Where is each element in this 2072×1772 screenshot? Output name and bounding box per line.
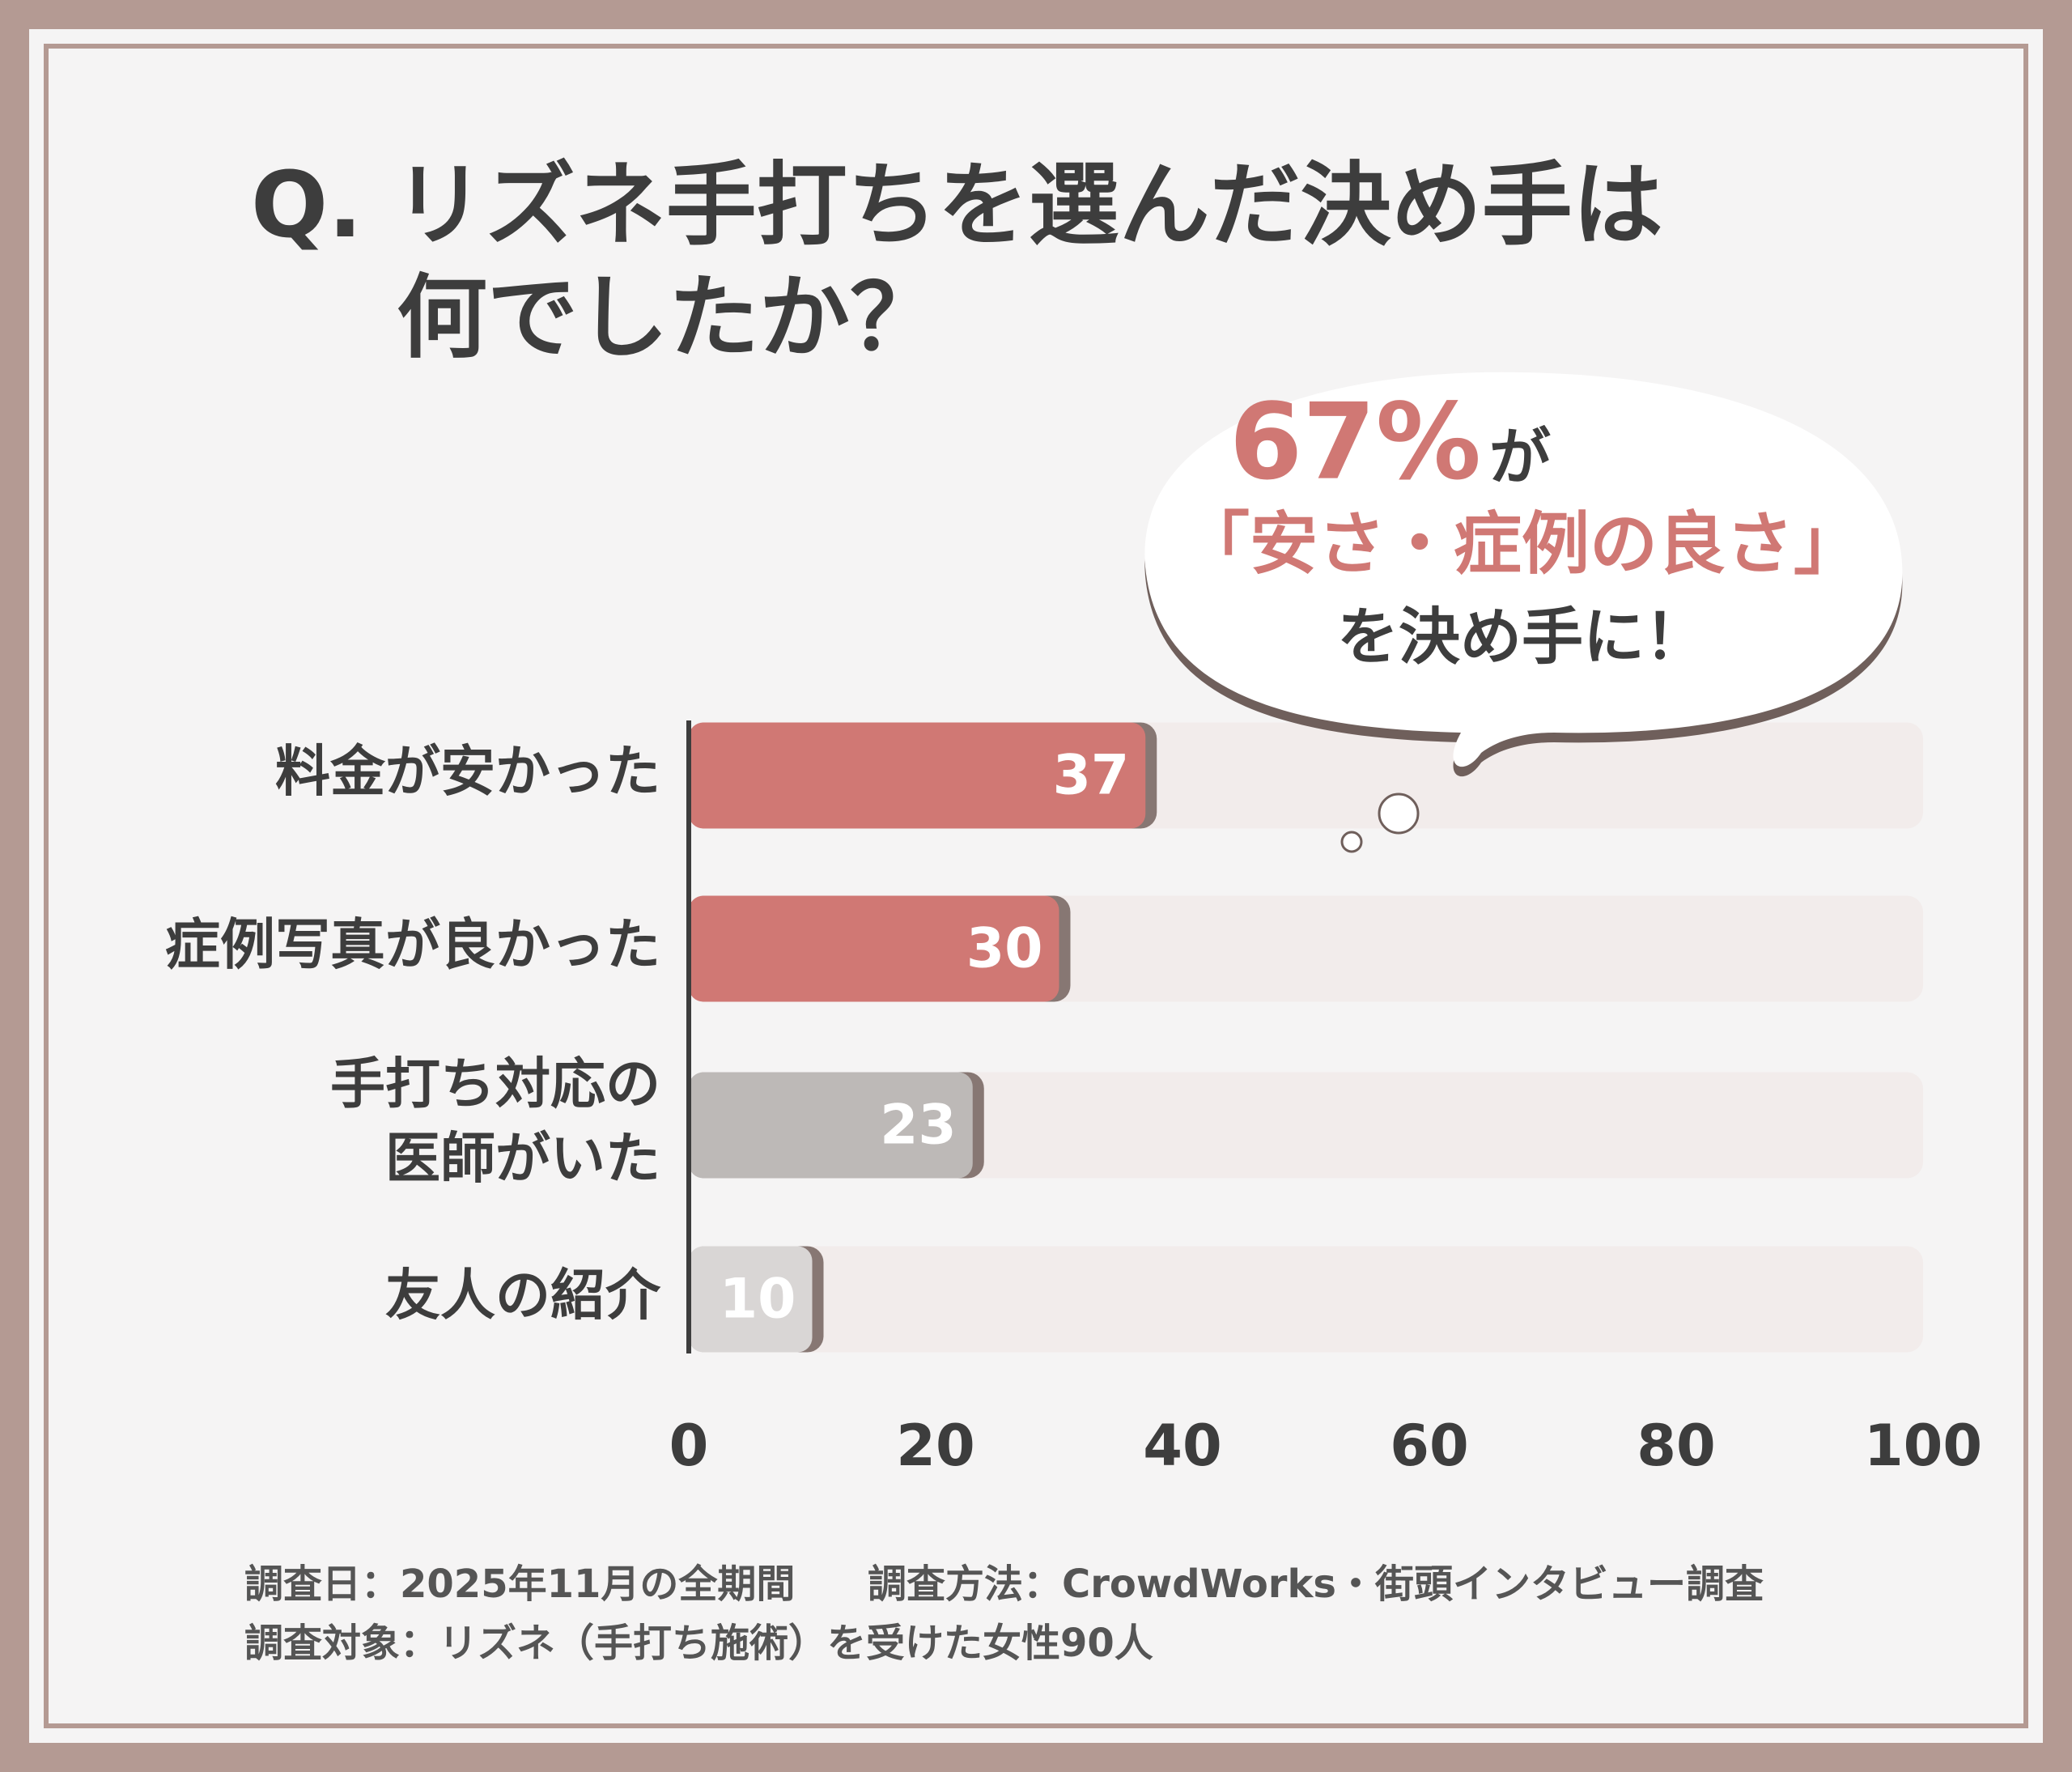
chart-title: 何でしたか？ xyxy=(397,266,940,371)
bar xyxy=(689,722,1146,829)
callout-text: を決め手に！ xyxy=(1337,601,1706,673)
x-tick-label: 20 xyxy=(896,1413,974,1479)
bubble-dot xyxy=(1340,831,1363,853)
callout-text: が xyxy=(1489,421,1551,493)
x-tick-label: 0 xyxy=(669,1413,709,1479)
callout-highlight: 67% xyxy=(1229,380,1481,504)
footnote: 調査方法：CrowdWorks・街頭インタビュー調査 xyxy=(868,1562,1764,1607)
chart-title: Q. リズネ手打ちを選んだ決め手は xyxy=(251,153,1663,258)
panel xyxy=(29,29,2043,1743)
x-tick-label: 100 xyxy=(1864,1413,1982,1479)
bar xyxy=(689,1246,813,1353)
bar xyxy=(689,1072,973,1179)
data-label: 30 xyxy=(966,917,1043,981)
footnote: 調査日：2025年11月の全期間 xyxy=(244,1562,795,1607)
category-label: 医師がいた xyxy=(385,1128,660,1192)
bar-track xyxy=(689,1072,1923,1179)
data-label: 23 xyxy=(880,1094,957,1158)
x-tick-label: 40 xyxy=(1143,1413,1221,1479)
callout-text: 「安さ・症例の良さ」 xyxy=(1182,504,1862,584)
category-label: 友人の紹介 xyxy=(385,1264,661,1328)
callout-bubble xyxy=(1144,372,1903,767)
x-tick-label: 80 xyxy=(1637,1413,1715,1479)
inner-border xyxy=(44,44,2028,1728)
footnote: 調査対象：リズネ（手打ち施術）を受けた女性90人 xyxy=(244,1621,1153,1666)
data-label: 10 xyxy=(720,1268,796,1332)
bar-track xyxy=(689,1246,1923,1353)
category-label: 料金が安かった xyxy=(275,741,660,805)
callout: 67% が 「安さ・症例の良さ」 を決め手に！ xyxy=(1144,372,1903,853)
data-label: 37 xyxy=(1053,744,1130,808)
bar xyxy=(689,895,1059,1002)
x-tick-label: 60 xyxy=(1390,1413,1468,1479)
category-label: 症例写真が良かった xyxy=(165,914,660,978)
category-label: 手打ち対応の xyxy=(330,1053,660,1117)
bubble-dot xyxy=(1378,793,1420,835)
